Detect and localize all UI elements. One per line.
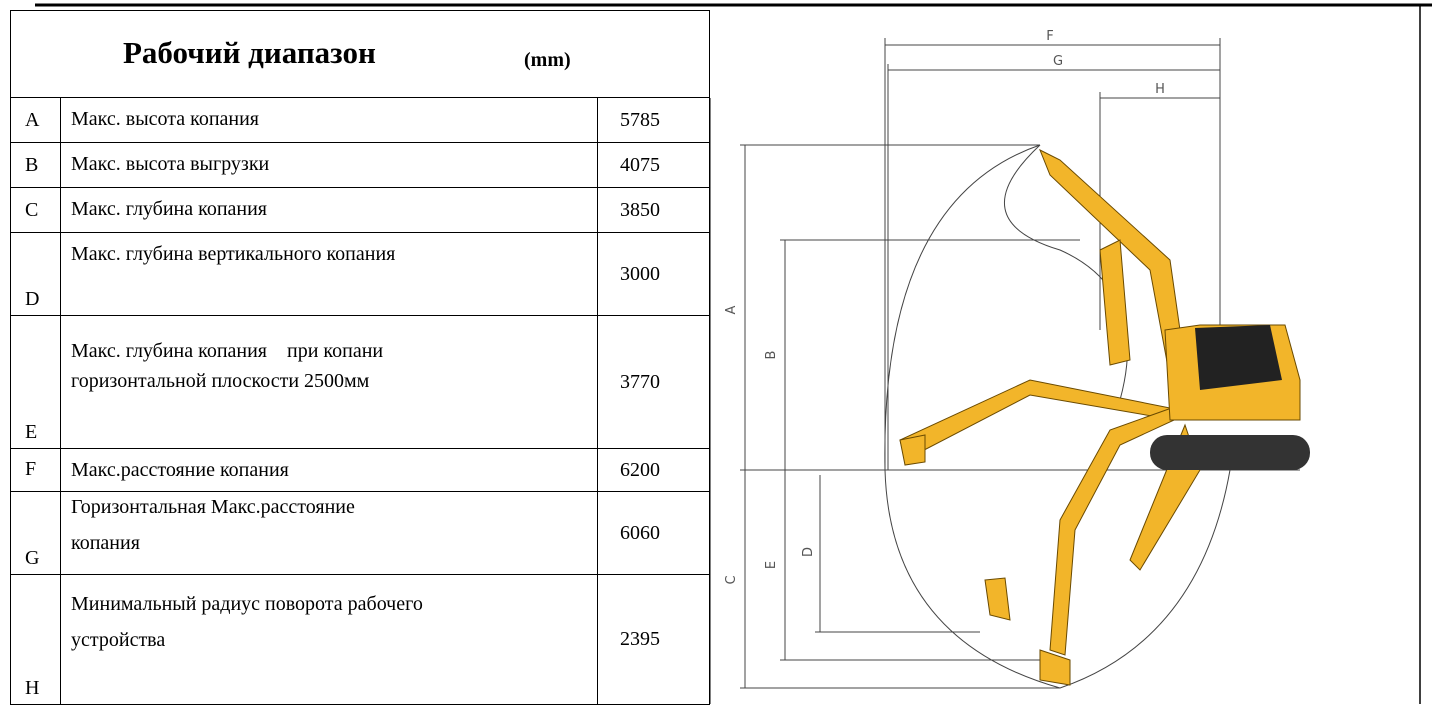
- row-description: Горизонтальная Макс.расстояние: [71, 496, 355, 518]
- row-letter: G: [25, 547, 40, 569]
- dimension-label: F: [1046, 29, 1053, 44]
- table-unit: (mm): [524, 49, 571, 71]
- row-value: 3770: [620, 370, 660, 393]
- row-description: Минимальный радиус поворота рабочего: [71, 593, 423, 615]
- row-value: 2395: [620, 628, 660, 650]
- dimension-label: E: [764, 561, 779, 569]
- row-letter: H: [25, 677, 40, 699]
- dimension-label: B: [764, 351, 779, 360]
- row-letter: B: [25, 154, 39, 176]
- row-description: Макс. высота копания: [71, 108, 259, 130]
- row-value: 5785: [620, 108, 660, 131]
- row-letter: A: [25, 109, 40, 131]
- row-value: 4075: [620, 153, 660, 176]
- row-description: устройства: [71, 629, 166, 651]
- row-letter: E: [25, 421, 38, 443]
- row-letter: F: [25, 458, 37, 480]
- row-letter: C: [25, 199, 39, 221]
- row-description: Макс.расстояние копания: [71, 459, 289, 481]
- row-description: горизонтальной плоскости 2500мм: [71, 370, 370, 392]
- row-value: 6060: [620, 521, 660, 544]
- dimension-label: D: [801, 547, 816, 557]
- row-description: Макс. глубина вертикального копания: [71, 243, 396, 265]
- row-value: 3000: [620, 262, 660, 285]
- row-description: Макс. глубина копания: [71, 198, 268, 220]
- row-value: 3850: [620, 198, 660, 221]
- row-description: копания: [71, 532, 140, 554]
- row-letter: D: [25, 288, 40, 310]
- row-description: Макс. глубина копания при копани: [71, 340, 384, 362]
- dimension-label: A: [724, 305, 739, 314]
- dimension-label: G: [1053, 54, 1063, 69]
- dimension-label: H: [1155, 82, 1165, 97]
- row-value: 6200: [620, 458, 660, 481]
- dimension-label: C: [724, 575, 739, 584]
- table-title: Рабочий диапазон: [123, 35, 376, 70]
- row-description: Макс. высота выгрузки: [71, 153, 270, 175]
